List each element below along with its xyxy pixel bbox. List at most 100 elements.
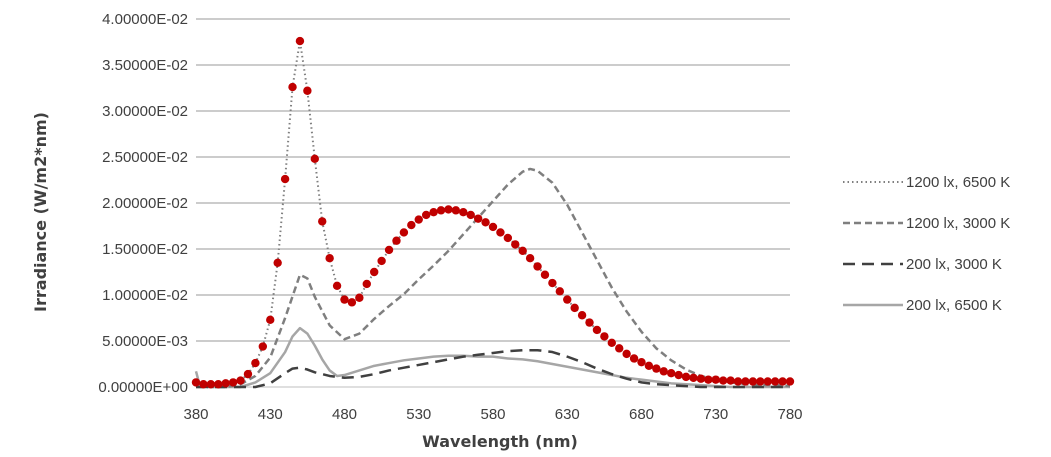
series-line	[194, 326, 790, 389]
data-point	[637, 357, 646, 367]
x-tick-label: 380	[183, 406, 208, 423]
data-point	[488, 222, 498, 232]
data-point	[756, 377, 765, 386]
data-point	[585, 318, 594, 327]
data-point	[347, 298, 357, 307]
x-tick-label: 430	[258, 406, 283, 423]
data-point	[622, 349, 631, 359]
data-point	[362, 279, 371, 289]
data-point	[711, 375, 720, 384]
data-point	[370, 267, 379, 277]
data-point	[511, 240, 520, 249]
data-point	[615, 344, 624, 353]
data-point	[525, 254, 535, 263]
data-point	[496, 228, 505, 237]
data-point	[459, 208, 468, 217]
data-point	[555, 287, 565, 296]
x-tick-label: 630	[555, 406, 580, 423]
data-point	[681, 372, 691, 382]
data-point	[206, 380, 216, 389]
data-point	[600, 332, 609, 341]
data-point	[288, 82, 297, 92]
data-point	[607, 338, 616, 348]
data-point	[518, 246, 527, 256]
x-tick-label: 480	[332, 406, 357, 423]
x-tick-label: 580	[480, 406, 505, 423]
data-point	[592, 325, 602, 335]
data-point	[540, 270, 550, 279]
data-point	[421, 210, 431, 220]
legend-label: 1200 lx, 6500 K	[906, 174, 1010, 191]
data-point	[340, 295, 349, 304]
y-tick-label: 0.00000E+00	[98, 379, 188, 396]
data-point	[310, 154, 319, 164]
data-point	[726, 376, 735, 385]
data-point	[563, 295, 572, 304]
data-point	[577, 311, 587, 320]
data-point	[704, 375, 713, 384]
y-axis-title: Irradiance (W/m2*nm)	[31, 112, 50, 312]
tick-labels: 0.00000E+00 5.00000E-03 1.00000E-02 1.50000…	[98, 11, 802, 423]
legend-label: 200 lx, 6500 K	[906, 297, 1002, 314]
data-point	[778, 377, 787, 386]
data-point	[436, 206, 446, 215]
data-point	[273, 258, 282, 267]
data-point	[221, 379, 230, 388]
data-point	[748, 377, 758, 386]
data-point	[503, 233, 513, 243]
data-point	[429, 208, 438, 217]
data-point	[355, 293, 364, 302]
y-tick-label: 2.00000E-02	[102, 195, 188, 212]
y-tick-label: 3.00000E-02	[102, 103, 188, 120]
data-point	[377, 256, 386, 266]
data-point	[295, 36, 305, 46]
data-point	[444, 205, 453, 214]
data-point	[466, 210, 475, 220]
data-point	[696, 374, 706, 383]
data-point	[629, 354, 639, 363]
data-point	[718, 376, 728, 385]
y-tick-label: 2.50000E-02	[102, 149, 188, 166]
legend-label: 1200 lx, 3000 K	[906, 215, 1010, 232]
x-axis-title: Wavelength (nm)	[422, 432, 578, 451]
data-point	[228, 378, 238, 387]
data-point	[399, 228, 409, 237]
data-point	[770, 377, 780, 386]
data-point	[318, 217, 327, 226]
data-point	[280, 174, 290, 184]
series-line	[196, 348, 790, 389]
data-point	[303, 86, 312, 95]
y-tick-label: 5.00000E-03	[102, 333, 188, 350]
data-point	[243, 369, 253, 379]
data-point	[332, 281, 342, 290]
data-point	[414, 215, 423, 224]
data-point	[674, 370, 683, 380]
x-tick-label: 530	[406, 406, 431, 423]
data-point	[258, 342, 268, 351]
data-point	[570, 303, 579, 313]
series-line	[196, 167, 791, 389]
data-point	[733, 377, 743, 386]
y-tick-label: 1.00000E-02	[102, 287, 188, 304]
data-point	[481, 218, 490, 227]
data-point	[214, 380, 223, 389]
data-point	[266, 315, 275, 325]
series-line	[195, 40, 790, 386]
data-point	[644, 361, 654, 371]
data-point	[689, 373, 698, 382]
data-point	[451, 206, 461, 215]
series-layer	[194, 40, 791, 389]
data-point	[191, 378, 201, 387]
data-point	[325, 254, 334, 263]
data-point	[392, 236, 401, 245]
x-tick-label: 780	[777, 406, 802, 423]
x-tick-label: 680	[629, 406, 654, 423]
data-point	[548, 278, 557, 288]
data-point	[659, 367, 668, 376]
data-point	[251, 358, 260, 368]
data-point	[533, 262, 542, 271]
data-point	[785, 377, 795, 386]
data-point	[407, 220, 416, 230]
y-tick-label: 3.50000E-02	[102, 57, 188, 74]
data-point	[763, 377, 772, 386]
